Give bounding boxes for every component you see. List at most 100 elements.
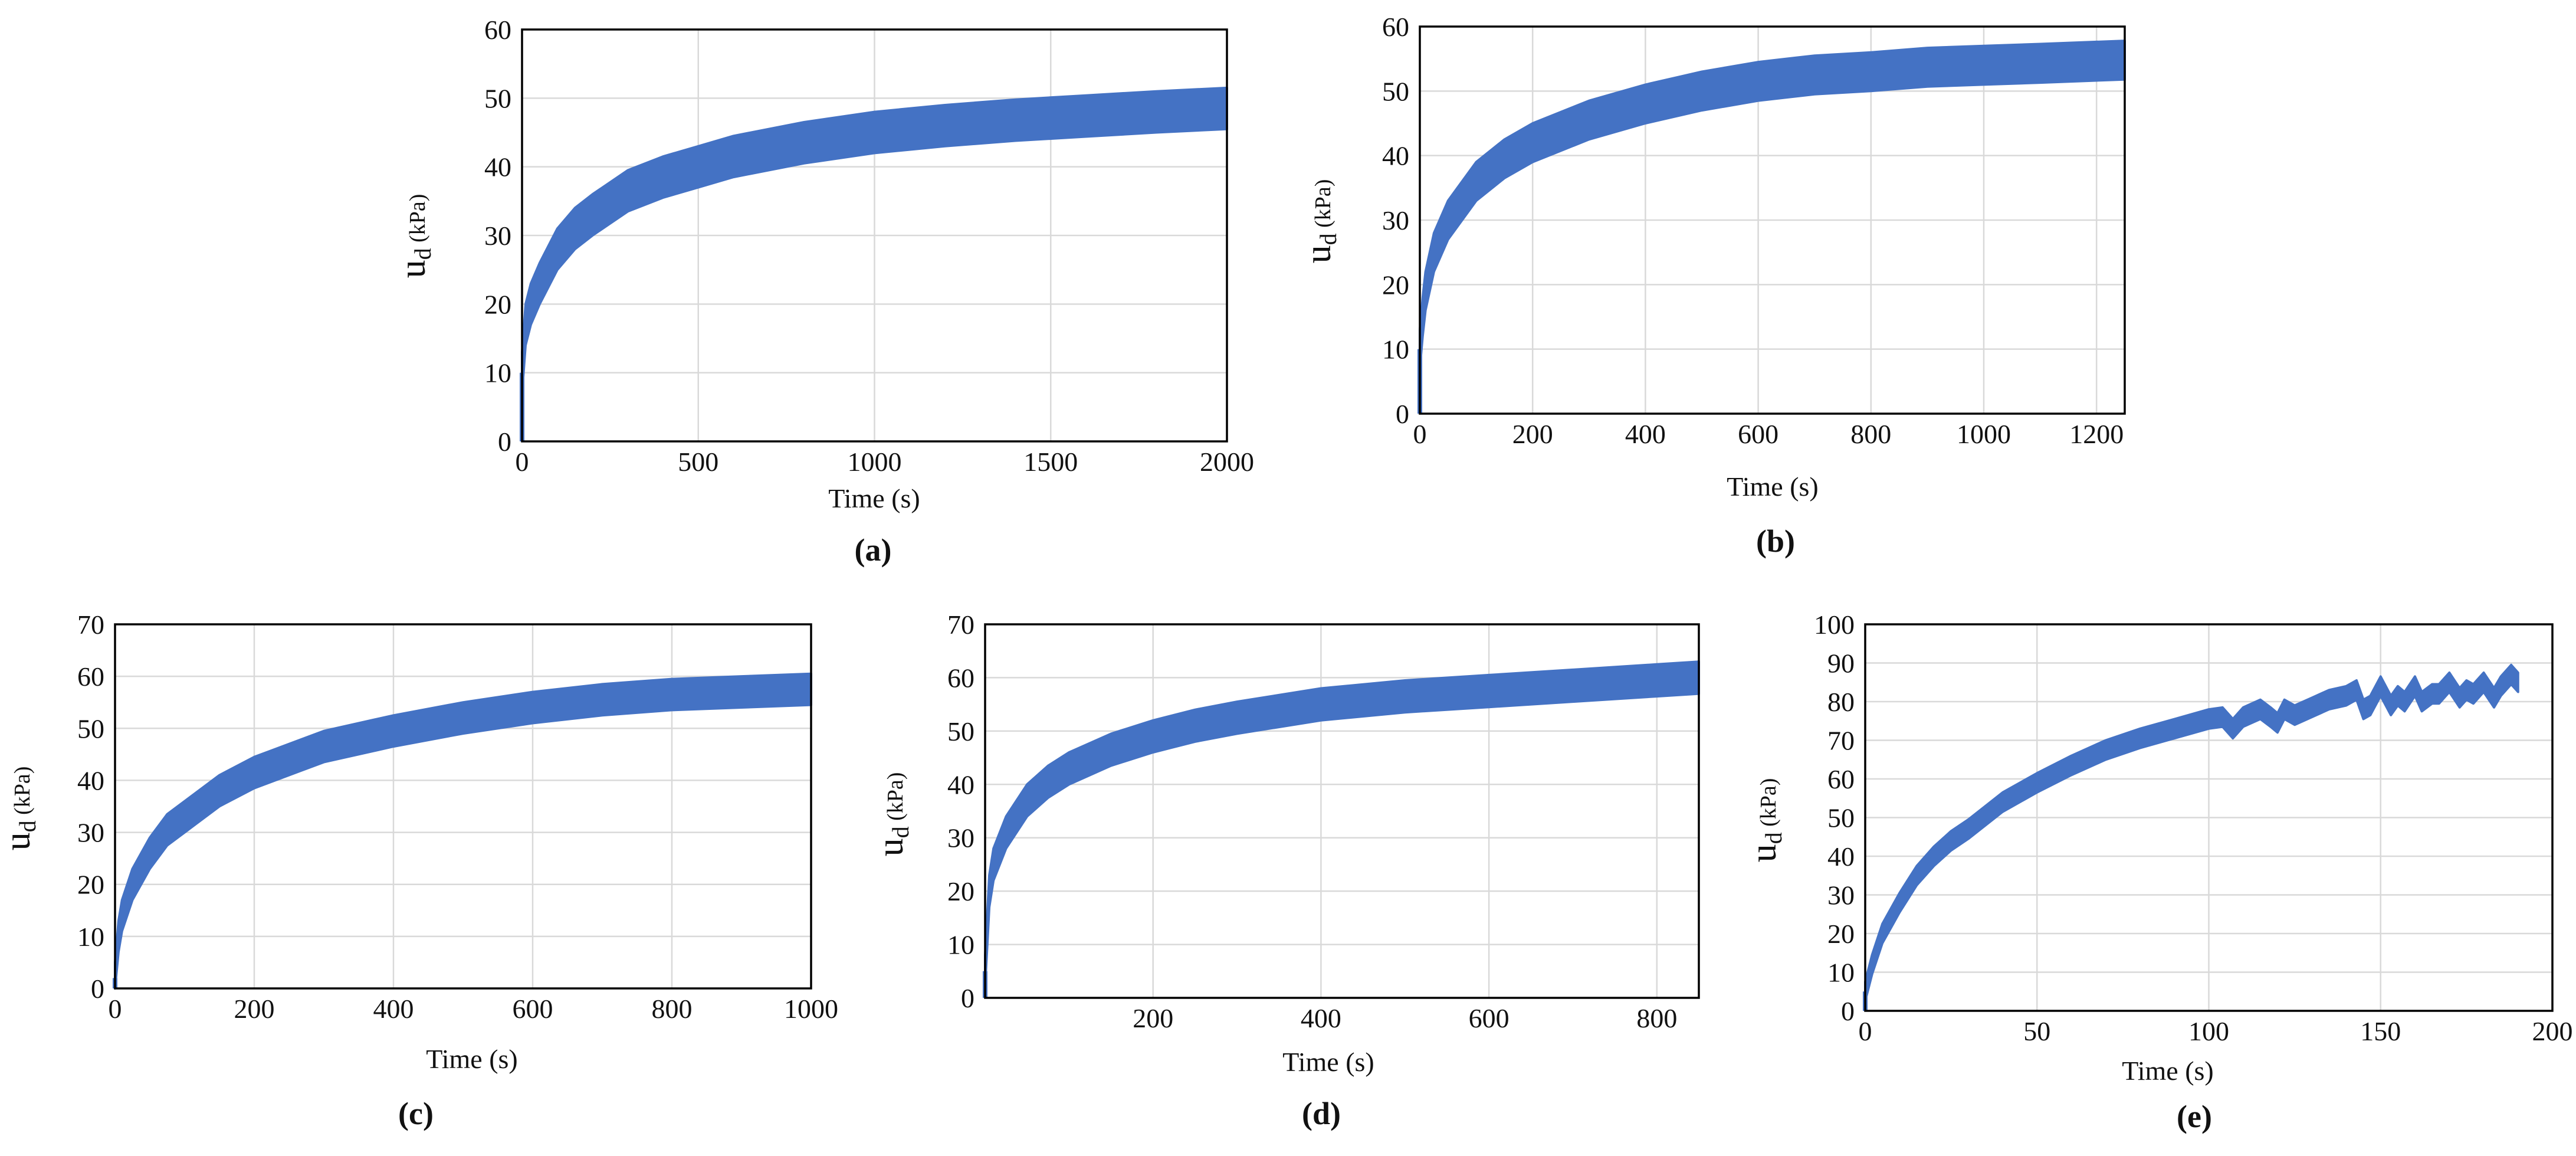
y-axis-unit-a: (kPa) <box>405 194 430 248</box>
y-axis-title-b: ud (kPa) <box>1298 179 1341 264</box>
x-tick-label-b: 200 <box>1512 419 1553 449</box>
plot-frame-e <box>1864 623 2554 1012</box>
y-axis-unit-b: (kPa) <box>1311 179 1335 234</box>
y-tick-label-e: 30 <box>1827 880 1855 911</box>
y-axis-subscript-a: d <box>409 248 436 260</box>
x-tick-label-a: 0 <box>516 447 529 477</box>
y-tick-label-d: 30 <box>947 823 974 853</box>
y-axis-unit-c: (kPa) <box>10 767 35 821</box>
y-tick-label-b: 0 <box>1396 399 1409 429</box>
y-axis-unit-d: (kPa) <box>883 772 908 827</box>
y-tick-labels-c: 0 10 20 30 40 50 60 70 <box>77 610 104 1004</box>
x-tick-label-c: 1000 <box>784 994 838 1024</box>
y-axis-subscript-e: d <box>1760 832 1787 844</box>
y-tick-label-b: 50 <box>1382 76 1409 106</box>
y-axis-unit-e: (kPa) <box>1756 778 1781 833</box>
y-tick-label-b: 10 <box>1382 335 1409 365</box>
x-axis-title-a: Time (s) <box>828 483 920 513</box>
x-tick-label-b: 0 <box>1413 419 1427 449</box>
x-tick-label-a: 500 <box>678 447 718 477</box>
y-tick-label-e: 20 <box>1827 919 1855 949</box>
x-tick-label-d: 600 <box>1469 1003 1509 1033</box>
y-tick-label-a: 20 <box>484 289 511 319</box>
y-tick-label-e: 10 <box>1827 958 1855 988</box>
x-tick-label-e: 200 <box>2532 1016 2573 1046</box>
x-tick-labels-e: 0 50 100 150 200 <box>1859 1016 2573 1046</box>
y-axis-symbol-c: u <box>0 832 38 850</box>
y-tick-label-e: 50 <box>1827 803 1855 833</box>
y-axis-symbol-e: u <box>1744 844 1784 862</box>
x-tick-labels-c: 0 200 400 600 800 1000 <box>109 994 839 1024</box>
x-tick-label-e: 0 <box>1859 1016 1872 1046</box>
x-tick-label-a: 1000 <box>848 447 902 477</box>
y-axis-symbol-a: u <box>393 260 433 278</box>
y-tick-label-d: 70 <box>947 610 974 640</box>
y-axis-symbol-d: u <box>871 838 911 856</box>
y-tick-label-c: 70 <box>77 610 104 640</box>
data-band-c <box>114 672 812 990</box>
chart-panel-c: 0 200 400 600 800 1000 0 10 20 30 40 50 60 70 Time (… <box>0 610 838 1131</box>
y-tick-label-e: 90 <box>1827 649 1855 679</box>
y-tick-label-c: 30 <box>77 818 104 848</box>
y-tick-label-a: 40 <box>484 152 511 182</box>
y-axis-title-d: ud (kPa) <box>871 772 914 857</box>
y-axis-title-e: ud (kPa) <box>1744 778 1787 863</box>
y-tick-label-a: 60 <box>484 15 511 45</box>
x-tick-label-e: 100 <box>2188 1016 2229 1046</box>
y-tick-label-d: 40 <box>947 769 974 800</box>
x-axis-title-b: Time (s) <box>1727 471 1819 502</box>
y-tick-label-d: 50 <box>947 716 974 746</box>
y-tick-label-b: 60 <box>1382 12 1409 42</box>
x-tick-label-a: 2000 <box>1200 447 1254 477</box>
y-tick-label-a: 0 <box>498 427 511 457</box>
x-axis-title-d: Time (s) <box>1282 1047 1374 1077</box>
x-tick-label-c: 600 <box>513 994 553 1024</box>
y-tick-labels-a: 0 10 20 30 40 50 60 <box>484 15 511 457</box>
x-tick-label-b: 400 <box>1625 419 1666 449</box>
caption-b: (b) <box>1756 523 1795 559</box>
x-tick-label-d: 800 <box>1636 1003 1677 1033</box>
y-tick-label-c: 20 <box>77 870 104 900</box>
x-tick-label-e: 50 <box>2023 1016 2050 1046</box>
chart-series-band-d <box>983 660 1700 998</box>
caption-d: (d) <box>1302 1096 1341 1131</box>
x-tick-labels-a: 0 500 1000 1500 2000 <box>516 447 1255 477</box>
chart-grid-a <box>521 28 1228 443</box>
y-tick-label-e: 0 <box>1841 996 1855 1026</box>
y-axis-title-c: ud (kPa) <box>0 767 41 851</box>
y-tick-label-d: 20 <box>947 876 974 906</box>
chart-series-band-c <box>113 672 812 990</box>
x-axis-title-c: Time (s) <box>426 1044 518 1074</box>
plot-frame-b <box>1419 25 2126 415</box>
y-tick-label-b: 20 <box>1382 270 1409 300</box>
x-tick-labels-b: 0 200 400 600 800 1000 1200 <box>1413 419 2124 449</box>
y-tick-label-e: 100 <box>1814 610 1855 640</box>
y-axis-title-a: ud (kPa) <box>393 194 436 279</box>
y-axis-symbol-b: u <box>1298 245 1338 263</box>
x-tick-label-b: 600 <box>1738 419 1778 449</box>
y-tick-label-d: 0 <box>961 983 974 1013</box>
plot-frame-c <box>114 623 812 990</box>
plot-frame-a <box>521 28 1228 443</box>
chart-panel-b: 0 200 400 600 800 1000 1200 0 10 20 30 40 50 60 Time… <box>1298 12 2126 559</box>
y-tick-label-e: 40 <box>1827 841 1855 872</box>
y-tick-label-e: 70 <box>1827 726 1855 756</box>
y-tick-label-a: 10 <box>484 358 511 388</box>
y-tick-labels-e: 0 10 20 30 40 50 60 70 80 90 100 <box>1814 610 1855 1026</box>
x-tick-label-b: 800 <box>1850 419 1891 449</box>
data-band-e <box>1864 663 2519 1003</box>
data-band-d <box>984 660 1700 988</box>
caption-e: (e) <box>2177 1099 2212 1134</box>
y-axis-subscript-d: d <box>887 826 914 838</box>
y-axis-subscript-c: d <box>14 820 41 832</box>
x-tick-label-e: 150 <box>2360 1016 2401 1046</box>
y-tick-label-c: 0 <box>91 974 104 1004</box>
y-tick-label-c: 50 <box>77 713 104 744</box>
x-tick-label-d: 200 <box>1133 1003 1173 1033</box>
y-tick-label-e: 60 <box>1827 764 1855 794</box>
y-tick-label-d: 10 <box>947 930 974 960</box>
x-tick-label-c: 0 <box>109 994 122 1024</box>
plot-frame-d <box>984 623 1700 999</box>
x-tick-label-c: 400 <box>373 994 414 1024</box>
